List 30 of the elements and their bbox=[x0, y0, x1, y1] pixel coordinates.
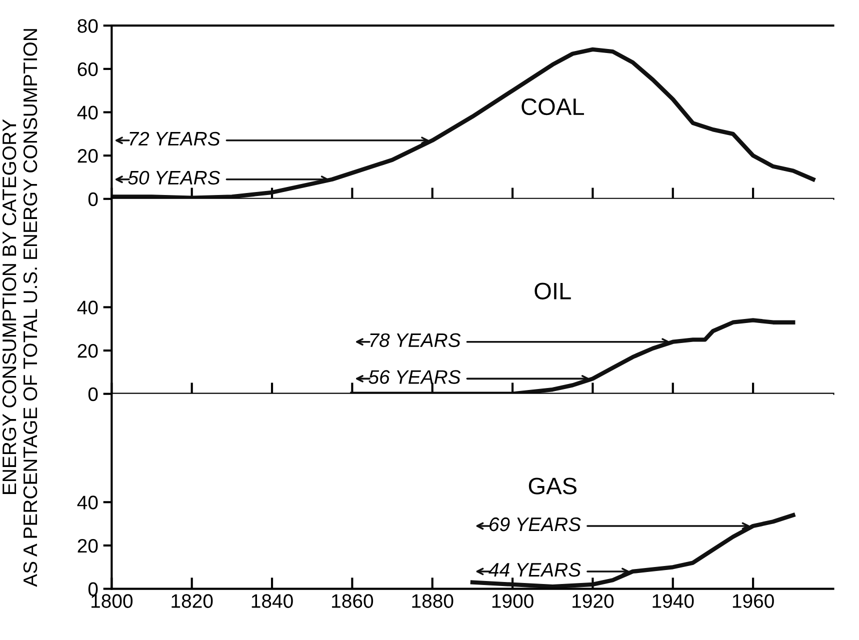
x-tick-label: 1940 bbox=[652, 594, 694, 608]
y-tick-label: 60 bbox=[78, 62, 98, 76]
annotation: 56 YEARS bbox=[368, 370, 461, 384]
annotation: GAS bbox=[528, 478, 576, 494]
annotation: 78 YEARS bbox=[370, 333, 461, 348]
annotation: COAL bbox=[522, 98, 584, 116]
annotation: 44 YEARS bbox=[488, 562, 581, 577]
x-tick-label: 1840 bbox=[252, 594, 293, 608]
annotation: 72 YEARS bbox=[130, 132, 220, 146]
y-axis-title: ENERGY CONSUMPTION BY CATEGORY AS A PERCENTAGE OF TOTAL U.S. ENERGY CONSUMPTION bbox=[2, 29, 38, 587]
x-tick-label: 1860 bbox=[332, 594, 374, 608]
y-tick-label: 40 bbox=[77, 300, 98, 314]
y-tick-label: 20 bbox=[78, 344, 98, 358]
x-tick-label: 1960 bbox=[732, 594, 774, 608]
x-tick-label: 1920 bbox=[572, 594, 614, 608]
y-tick-label: 40 bbox=[77, 106, 98, 120]
annotation: OIL bbox=[534, 282, 571, 300]
y-tick-label: 40 bbox=[77, 496, 98, 510]
y-tick-label: 0 bbox=[88, 582, 98, 596]
x-tick-label: 1800 bbox=[92, 594, 133, 608]
y-tick-label: 0 bbox=[88, 387, 98, 402]
y-tick-label: 80 bbox=[78, 19, 98, 33]
x-tick-label: 1820 bbox=[172, 594, 213, 608]
y-tick-label: 0 bbox=[88, 192, 98, 206]
annotation: 50 YEARS bbox=[128, 170, 220, 185]
y-tick-label: 20 bbox=[78, 538, 98, 553]
x-tick-label: 1900 bbox=[492, 594, 534, 608]
x-tick-label: 1880 bbox=[412, 594, 454, 608]
annotation: 69 YEARS bbox=[490, 517, 581, 532]
y-tick-label: 20 bbox=[78, 149, 98, 163]
